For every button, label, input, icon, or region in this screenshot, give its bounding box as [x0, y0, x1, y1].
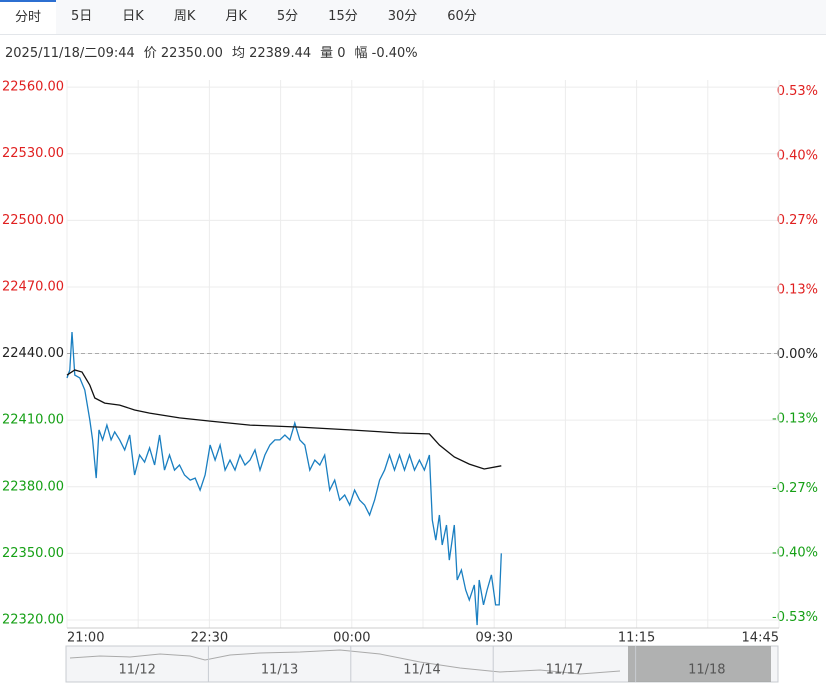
y2-tick-label: 0.13% — [777, 282, 818, 297]
y-tick-label: 22560.00 — [2, 80, 64, 95]
x-tick-label: 00:00 — [333, 631, 370, 646]
y2-tick-label: 0.27% — [777, 213, 818, 228]
tab[interactable]: 日K — [122, 9, 144, 24]
info-item: 幅 -0.40% — [354, 46, 418, 61]
x-tick-label: 14:45 — [742, 631, 779, 646]
tab[interactable]: 5日 — [71, 9, 93, 24]
tab[interactable]: 周K — [173, 9, 196, 24]
tab[interactable]: 15分 — [328, 9, 358, 24]
x-tick-label: 09:30 — [475, 631, 512, 646]
tab[interactable]: 30分 — [387, 9, 418, 24]
y-tick-label: 22350.00 — [2, 546, 64, 561]
navigator-date: 11/17 — [546, 663, 583, 678]
info-item: 2025/11/18/二09:44 — [5, 46, 135, 61]
navigator-date: 11/18 — [688, 663, 725, 678]
navigator-date: 11/12 — [118, 663, 155, 678]
y-tick-label: 22410.00 — [2, 413, 64, 428]
x-tick-label: 21:00 — [67, 631, 104, 646]
plot: 22320.00 22350.00 22380.00 22410.00 22440.00… — [2, 80, 818, 646]
y2-tick-label: -0.27% — [772, 481, 818, 496]
info-item: 量 0 — [320, 46, 346, 61]
y-tick-label: 22320.00 — [2, 613, 64, 628]
info-bar: 2025/11/18/二09:44 价 22350.00 均 22389.44 量 0… — [5, 42, 418, 61]
tab[interactable]: 分时 — [0, 0, 57, 34]
info-item: 价 22350.00 — [143, 46, 223, 61]
tab[interactable]: 月K — [225, 9, 247, 24]
x-tick-label: 22:30 — [191, 631, 228, 646]
y2-tick-label: 0.53% — [777, 84, 818, 99]
tab[interactable]: 60分 — [447, 9, 477, 24]
navigator-date: 11/14 — [403, 663, 440, 678]
y-tick-label: 22440.00 — [2, 346, 64, 361]
y-tick-label: 22470.00 — [2, 279, 64, 294]
y-tick-label: 22380.00 — [2, 479, 64, 494]
price-line — [66, 369, 502, 470]
price-line — [66, 331, 502, 626]
x-tick-label: 11:15 — [618, 631, 655, 646]
navigator-date: 11/13 — [261, 663, 298, 678]
y2-tick-label: -0.13% — [772, 412, 818, 427]
y-tick-label: 22530.00 — [2, 146, 64, 161]
y2-tick-label: -0.40% — [772, 546, 818, 561]
info-item: 均 22389.44 — [231, 46, 312, 61]
tab[interactable]: 5分 — [276, 9, 299, 24]
navigator-window[interactable] — [628, 646, 771, 682]
y2-tick-label: 0.00% — [777, 347, 818, 362]
y-tick-label: 22500.00 — [2, 213, 64, 228]
navigator-line — [69, 649, 621, 675]
period-tabs: 分时 5日 日K 周K 月K 5分 15分 30分 60分 — [0, 0, 826, 35]
y2-tick-label: 0.40% — [777, 148, 818, 163]
y2-tick-label: -0.53% — [772, 610, 818, 625]
